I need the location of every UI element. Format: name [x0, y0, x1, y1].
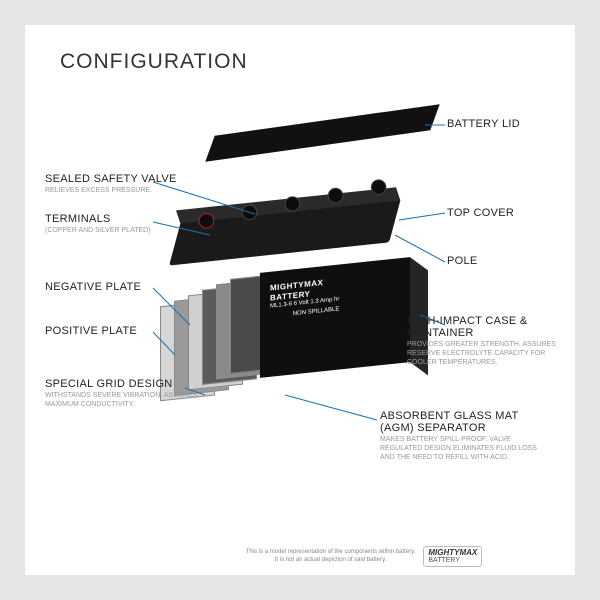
footer: This is a model representation of the co… — [25, 546, 575, 567]
top-cover-shape — [169, 198, 401, 265]
terminal-shape — [328, 188, 344, 204]
callout-agm-separator: ABSORBENT GLASS MAT (AGM) SEPARATOR MAKE… — [380, 410, 550, 462]
callout-special-grid-design: SPECIAL GRID DESIGN WITHSTANDS SEVERE VI… — [45, 378, 215, 409]
battery-lid-shape — [205, 104, 439, 162]
terminal-shape — [199, 213, 215, 229]
page-title: CONFIGURATION — [60, 50, 248, 74]
canvas: CONFIGURATION MIGHTYMAX BATTERY ML1.3-6 … — [25, 25, 575, 575]
callout-case-container: HIGH-IMPACT CASE & CONTAINER PROVIDES GR… — [407, 315, 575, 367]
terminal-shape — [371, 179, 387, 195]
case-print: MIGHTYMAX BATTERY ML1.3-6 6 Volt 1.3 Amp… — [270, 276, 339, 320]
callout-positive-plate: POSITIVE PLATE — [45, 325, 137, 337]
footer-logo: MIGHTYMAX BATTERY — [423, 546, 482, 567]
callout-negative-plate: NEGATIVE PLATE — [45, 281, 141, 293]
callout-sealed-safety-valve: SEALED SAFETY VALVE RELIEVES EXCESS PRES… — [45, 173, 177, 195]
callout-battery-lid: BATTERY LID — [447, 118, 520, 130]
terminal-shape — [242, 205, 258, 221]
terminal-shape — [285, 196, 301, 212]
callout-pole: POLE — [447, 255, 478, 267]
footer-disclaimer: This is a model representation of the co… — [246, 549, 416, 563]
callout-top-cover: TOP COVER — [447, 207, 514, 219]
callout-terminals: TERMINALS (COPPER AND SILVER PLATED) — [45, 213, 151, 235]
